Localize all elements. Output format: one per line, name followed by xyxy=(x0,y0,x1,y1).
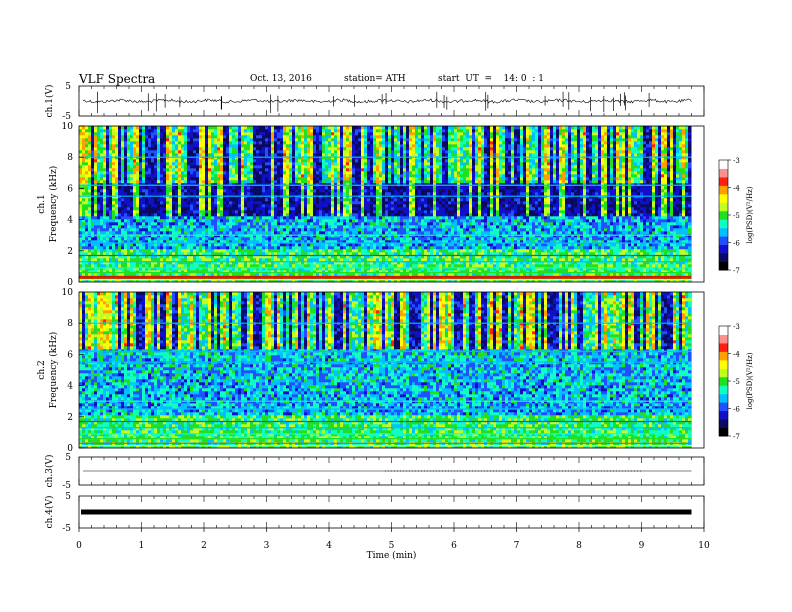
colorbar-swatch xyxy=(719,326,728,335)
spec-line xyxy=(79,276,692,279)
colorbar-swatch xyxy=(719,245,728,254)
colorbar-swatch xyxy=(719,368,728,377)
xtick-label: 6 xyxy=(451,541,457,551)
colorbar-tick-label: -6 xyxy=(733,406,740,414)
colorbar-swatch xyxy=(719,360,728,369)
chart-svg: 5-5ch.1(V)1086420ch.1 Frequency (kHz)-3-4… xyxy=(0,0,792,612)
ytick-label: 5 xyxy=(65,82,71,92)
colorbar-label: log(PSD)(V²/Hz) xyxy=(746,352,754,409)
y-axis-label: ch.3(V) xyxy=(44,455,55,488)
spec-blank xyxy=(692,292,705,448)
ytick-label: 0 xyxy=(67,278,73,288)
y-axis-label: ch.4(V) xyxy=(44,496,55,529)
xtick-label: 10 xyxy=(698,541,710,551)
ytick-label: 10 xyxy=(62,288,74,298)
channel-label: ch.1 xyxy=(37,194,47,213)
colorbar-swatch xyxy=(719,253,728,262)
colorbar-swatch xyxy=(719,177,728,186)
ch4-wave-line xyxy=(81,510,692,515)
ytick-label: 5 xyxy=(65,492,71,502)
spec-blank xyxy=(692,126,705,282)
colorbar-swatch xyxy=(719,160,728,169)
colorbar-tick-label: -3 xyxy=(733,157,740,165)
colorbar-swatch xyxy=(719,343,728,352)
colorbar-tick-label: -7 xyxy=(733,433,740,441)
ytick-label: -5 xyxy=(62,481,71,491)
xtick-label: 9 xyxy=(639,541,645,551)
ytick-label: -5 xyxy=(62,112,71,122)
colorbar-label: log(PSD)(V²/Hz) xyxy=(746,186,754,243)
ytick-label: 6 xyxy=(67,350,73,360)
colorbar-swatch xyxy=(719,262,728,271)
y-axis-label: ch.1(V) xyxy=(44,85,55,118)
colorbar-swatch xyxy=(719,428,728,437)
colorbar-swatch xyxy=(719,236,728,245)
colorbar-swatch xyxy=(719,334,728,343)
colorbar-swatch xyxy=(719,351,728,360)
xtick-label: 8 xyxy=(576,541,582,551)
colorbar-tick-label: -3 xyxy=(733,323,740,331)
ytick-label: 2 xyxy=(67,247,73,257)
colorbar-swatch xyxy=(719,202,728,211)
ch1-wave-line xyxy=(83,99,691,103)
colorbar-swatch xyxy=(719,228,728,237)
colorbar-swatch xyxy=(719,411,728,420)
colorbar-swatch xyxy=(719,385,728,394)
colorbar-swatch xyxy=(719,377,728,386)
ytick-label: 8 xyxy=(67,153,73,163)
xtick-label: 1 xyxy=(139,541,145,551)
colorbar-swatch xyxy=(719,185,728,194)
ytick-label: 8 xyxy=(67,319,73,329)
colorbar-swatch xyxy=(719,402,728,411)
colorbar-swatch xyxy=(719,194,728,203)
colorbar-tick-label: -7 xyxy=(733,267,740,275)
x-axis-label: Time (min) xyxy=(367,550,417,561)
vlf-spectra-figure: VLF Spectra Oct. 13, 2016 station= ATH s… xyxy=(0,0,792,612)
xtick-label: 2 xyxy=(201,541,207,551)
xtick-label: 5 xyxy=(389,541,395,551)
colorbar-swatch xyxy=(719,394,728,403)
ytick-label: 2 xyxy=(67,413,73,423)
xtick-label: 4 xyxy=(326,541,332,551)
channel-label: ch.2 xyxy=(37,360,47,379)
ytick-label: 5 xyxy=(65,453,71,463)
colorbar-swatch xyxy=(719,419,728,428)
ytick-label: 4 xyxy=(67,216,73,226)
spectrogram-ch1 xyxy=(79,126,704,282)
ytick-label: 4 xyxy=(67,382,73,392)
colorbar-tick-label: -5 xyxy=(733,378,740,386)
colorbar-tick-label: -4 xyxy=(733,351,740,359)
xtick-label: 3 xyxy=(264,541,270,551)
ytick-label: 6 xyxy=(67,184,73,194)
colorbar-swatch xyxy=(719,211,728,220)
ytick-label: -5 xyxy=(62,524,71,534)
y-axis-label: Frequency (kHz) xyxy=(48,166,59,243)
ytick-label: 10 xyxy=(62,122,74,132)
colorbar-swatch xyxy=(719,219,728,228)
colorbar-tick-label: -4 xyxy=(733,185,740,193)
colorbar-tick-label: -5 xyxy=(733,212,740,220)
colorbar-swatch xyxy=(719,168,728,177)
xtick-label: 7 xyxy=(514,541,520,551)
spectrogram-ch2 xyxy=(79,292,704,448)
xtick-label: 0 xyxy=(76,541,82,551)
colorbar-tick-label: -6 xyxy=(733,240,740,248)
y-axis-label: Frequency (kHz) xyxy=(48,332,59,409)
